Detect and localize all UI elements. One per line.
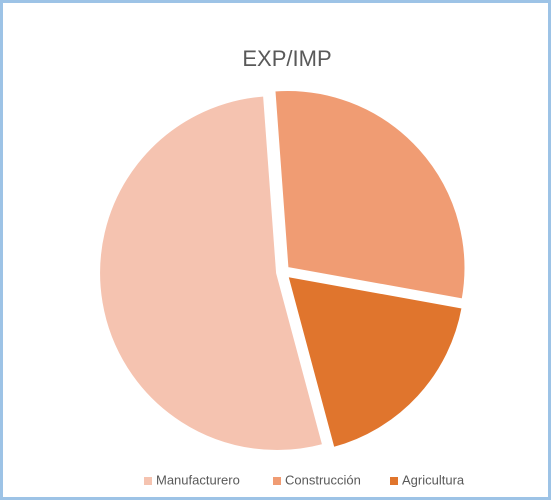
legend-swatch (390, 477, 398, 485)
legend-label: Construcción (285, 472, 361, 487)
legend-label: Manufacturero (156, 472, 240, 487)
legend-label: Agricultura (402, 472, 465, 487)
legend-swatch (144, 477, 152, 485)
chart-title: EXP/IMP (242, 46, 331, 71)
legend-swatch (273, 477, 281, 485)
pie-slice (98, 94, 325, 452)
pie-slice (273, 88, 467, 301)
pie-slice (286, 274, 464, 450)
